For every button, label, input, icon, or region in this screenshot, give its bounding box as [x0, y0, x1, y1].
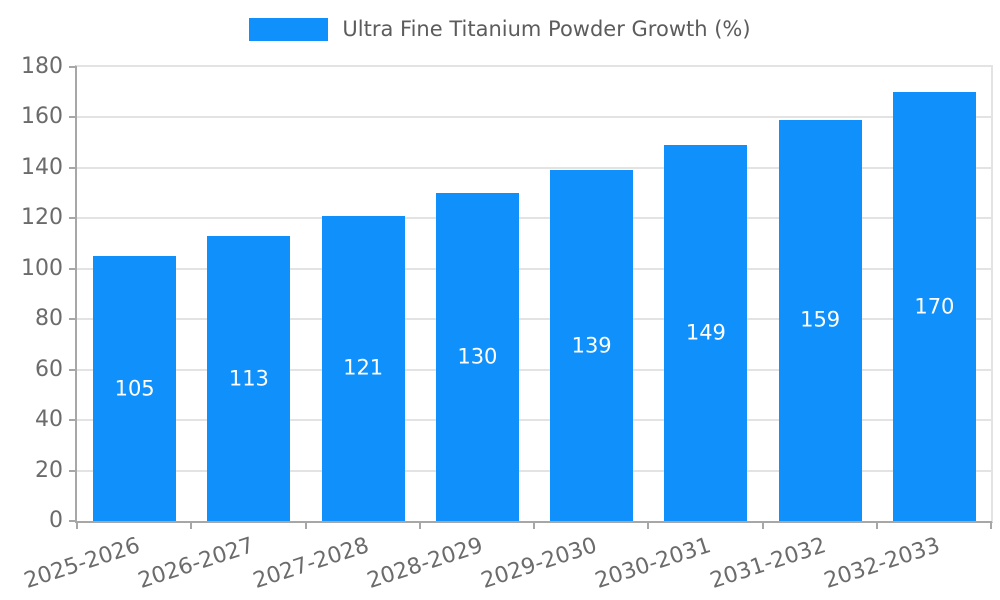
x-axis-tick	[761, 521, 764, 529]
gridline	[77, 166, 991, 169]
gridline	[77, 116, 991, 119]
y-axis-tick	[69, 166, 77, 169]
y-axis-tick	[69, 116, 77, 119]
y-tick-label: 140	[21, 154, 63, 180]
y-tick-label: 100	[21, 255, 63, 281]
x-axis-tick	[875, 521, 878, 529]
x-tick-label: 2029-2030	[478, 533, 601, 594]
legend-label: Ultra Fine Titanium Powder Growth (%)	[342, 17, 751, 41]
bar[interactable]: 159	[778, 119, 862, 521]
x-axis-tick	[990, 521, 992, 529]
y-axis-tick	[69, 318, 77, 321]
gridline	[77, 318, 991, 321]
y-tick-label: 180	[21, 54, 63, 79]
x-tick-label: 2027-2028	[249, 533, 372, 594]
gridline	[77, 267, 991, 270]
x-axis-tick	[418, 521, 421, 529]
x-tick-label: 2025-2026	[21, 533, 144, 594]
legend-item[interactable]: Ultra Fine Titanium Powder Growth (%)	[249, 17, 751, 41]
gridline	[77, 469, 991, 472]
x-tick-label: 2026-2027	[135, 533, 258, 594]
y-tick-label: 120	[21, 205, 63, 231]
bar-value-label: 149	[685, 320, 726, 345]
bar-value-label: 170	[914, 294, 955, 319]
bar-value-label: 113	[228, 366, 269, 390]
x-axis-tick	[76, 521, 78, 529]
plot-area: 105 113 121 130 139 149 159 170 0 20 40 60 80 100 120…	[21, 56, 993, 594]
y-tick-label: 20	[35, 457, 63, 483]
y-axis-tick	[69, 520, 77, 522]
x-axis-tick	[190, 521, 193, 529]
bar[interactable]: 121	[321, 215, 405, 521]
x-tick-label: 2031-2032	[706, 533, 829, 594]
gridline	[77, 419, 991, 422]
x-tick-label: 2028-2029	[364, 533, 486, 594]
y-tick-label: 0	[49, 508, 63, 533]
x-axis-tick	[533, 521, 535, 529]
bar[interactable]: 105	[93, 256, 177, 521]
y-axis-tick	[69, 267, 77, 270]
legend-swatch-icon	[249, 18, 329, 41]
y-tick-label: 80	[35, 306, 63, 332]
gridline	[77, 368, 991, 371]
bar[interactable]: 149	[664, 145, 748, 521]
bar[interactable]: 130	[435, 193, 519, 521]
bar[interactable]: 139	[550, 170, 634, 521]
bar-value-label: 105	[114, 376, 155, 401]
bar-value-label: 130	[457, 344, 498, 369]
bar-value-label: 121	[343, 355, 384, 380]
legend: Ultra Fine Titanium Powder Growth (%)	[0, 18, 1000, 41]
gridline	[77, 217, 991, 220]
x-axis-tick	[304, 521, 307, 529]
bar-value-label: 159	[800, 307, 841, 332]
bar[interactable]: 170	[892, 92, 976, 521]
y-tick-label: 60	[35, 356, 63, 382]
y-tick-label: 40	[35, 407, 63, 433]
y-axis-tick	[69, 217, 77, 220]
bar-value-label: 139	[571, 333, 612, 358]
y-axis-tick	[69, 368, 77, 371]
bar[interactable]: 113	[207, 236, 291, 521]
x-tick-label: 2032-2033	[821, 533, 943, 594]
y-tick-label: 160	[21, 104, 63, 130]
x-tick-label: 2030-2031	[592, 533, 715, 594]
x-axis-tick	[647, 521, 650, 529]
y-axis-tick	[69, 469, 77, 472]
y-axis-tick	[69, 66, 77, 68]
y-axis-tick	[69, 419, 77, 422]
